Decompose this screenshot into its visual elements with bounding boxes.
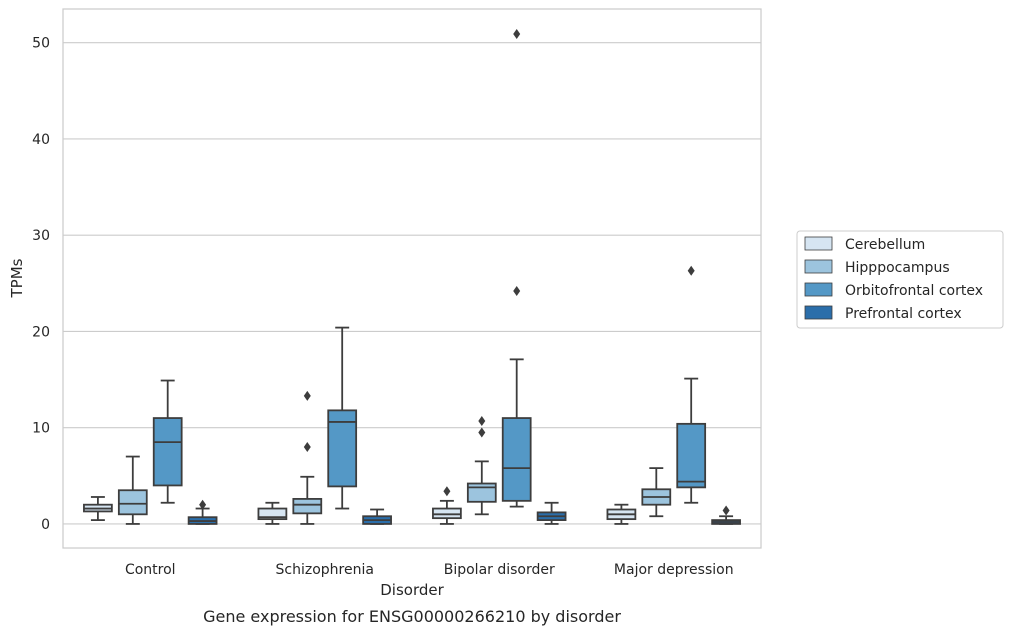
legend-label: Hipppocampus [845, 260, 950, 276]
box-0-2 [432, 486, 462, 525]
y-tick-label: 30 [32, 228, 50, 244]
y-axis-ticks: 0 10 20 30 40 50 [32, 36, 50, 533]
box-3-1 [362, 508, 392, 525]
box-3-2 [536, 501, 567, 525]
y-tick-label: 0 [41, 517, 50, 533]
y-tick-label: 50 [32, 36, 50, 52]
legend: Cerebellum Hipppocampus Orbitofrontal cort… [796, 230, 1004, 329]
outlier-point [478, 415, 486, 426]
outlier-point [303, 390, 311, 401]
outlier-point [303, 441, 311, 452]
iqr-box [327, 409, 358, 488]
outlier-point [722, 505, 730, 516]
outlier-point [443, 486, 451, 497]
chart-caption: Gene expression for ENSG00000266210 by d… [203, 607, 621, 626]
legend-swatch [804, 282, 833, 297]
x-tick-label: Control [125, 562, 176, 578]
outlier-point [199, 499, 207, 510]
legend-swatch [804, 259, 833, 274]
box-3-3 [711, 505, 741, 525]
iqr-box [292, 498, 323, 515]
outlier-point [513, 286, 521, 297]
box-2-2 [501, 29, 532, 508]
x-axis-title: Disorder [380, 581, 444, 599]
legend-label: Prefrontal cortex [845, 306, 962, 322]
outlier-point [478, 427, 486, 438]
box-2-3 [676, 265, 707, 504]
iqr-box [117, 489, 148, 516]
y-tick-label: 40 [32, 132, 50, 148]
outlier-point [513, 29, 521, 40]
legend-frame [796, 230, 1004, 329]
y-tick-label: 20 [32, 324, 50, 340]
legend-swatch [804, 236, 833, 251]
box-1-3 [641, 467, 672, 518]
box-1-1 [292, 390, 323, 525]
legend-label: Orbitofrontal cortex [845, 283, 983, 299]
iqr-box [152, 417, 183, 487]
plot-frame [62, 8, 762, 549]
box-1-0 [117, 455, 148, 525]
box-0-3 [606, 503, 637, 525]
x-axis-ticks: Control Schizophrenia Bipolar disorder Majo… [125, 562, 734, 578]
outlier-point [687, 265, 695, 276]
box-2-1 [327, 326, 358, 510]
boxes-layer [83, 29, 741, 525]
box-2-0 [152, 379, 183, 504]
x-tick-label: Bipolar disorder [444, 562, 555, 578]
box-3-0 [187, 499, 218, 525]
y-axis-title: TPMs [8, 258, 26, 298]
y-tick-label: 10 [32, 421, 50, 437]
iqr-box [257, 507, 288, 521]
box-1-2 [466, 415, 497, 516]
iqr-box [466, 482, 497, 503]
legend-swatch [804, 305, 833, 320]
box-0-0 [83, 496, 113, 521]
box-0-1 [257, 501, 288, 525]
x-tick-label: Major depression [614, 562, 734, 578]
legend-label: Cerebellum [845, 237, 925, 253]
iqr-box [432, 507, 462, 520]
iqr-box [501, 417, 532, 502]
iqr-box [676, 422, 707, 489]
x-tick-label: Schizophrenia [276, 562, 374, 578]
